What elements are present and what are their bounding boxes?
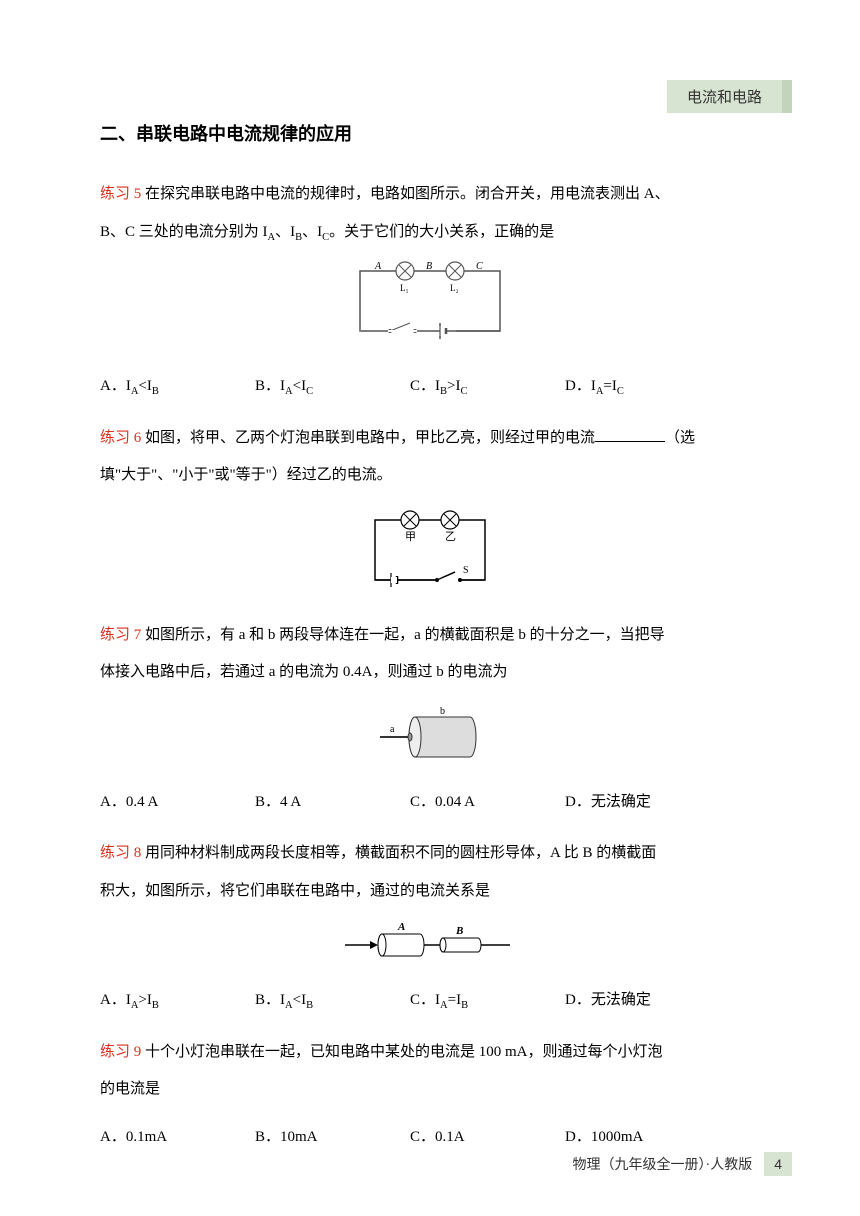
exercise-text: 如图所示，有 a 和 b 两段导体连在一起，a 的横截面积是 b 的十分之一，当… — [145, 627, 665, 643]
exercise-text: 如图，将甲、乙两个灯泡串联到电路中，甲比乙亮，则经过甲的电流 — [145, 430, 595, 446]
exercise-label: 练习 8 — [100, 845, 141, 861]
svg-text:C: C — [476, 261, 483, 272]
svg-text:L₁: L₁ — [400, 283, 409, 293]
svg-text:L₂: L₂ — [450, 283, 459, 293]
exercise-label: 练习 9 — [100, 1044, 141, 1060]
exercise-text: 在探究串联电路中电流的规律时，电路如图所示。闭合开关，用电流表测出 A、 — [145, 186, 670, 202]
svg-text:A: A — [374, 261, 382, 272]
conductor-figure-8: A B — [100, 920, 760, 970]
exercise-text: 用同种材料制成两段长度相等，横截面积不同的圆柱形导体，A 比 B 的横截面 — [145, 845, 656, 861]
exercise-5: 练习 5 在探究串联电路中电流的规律时，电路如图所示。闭合开关，用电流表测出 A… — [100, 176, 760, 251]
options-8: A．IA>IB B．IA<IB C．IA=IB D．无法确定 — [100, 982, 760, 1020]
svg-text:A: A — [397, 921, 405, 933]
exercise-7: 练习 7 如图所示，有 a 和 b 两段导体连在一起，a 的横截面积是 b 的十… — [100, 617, 760, 692]
exercise-text: 积大，如图所示，将它们串联在电路中，通过的电流关系是 — [100, 883, 490, 899]
circuit-figure-5: A B C L₁ L₂ — [100, 261, 760, 356]
options-5: A．IA<IB B．IA<IC C．IB>IC D．IA=IC — [100, 368, 760, 406]
page-footer: 物理（九年级全一册）·人教版 4 — [573, 1152, 792, 1176]
exercise-8: 练习 8 用同种材料制成两段长度相等，横截面积不同的圆柱形导体，A 比 B 的横… — [100, 835, 760, 910]
fill-blank — [595, 427, 665, 442]
exercise-label: 练习 6 — [100, 430, 141, 446]
footer-text: 物理（九年级全一册）·人教版 — [573, 1154, 753, 1174]
svg-text:b: b — [440, 706, 445, 717]
circuit-figure-6: 甲 乙 S — [100, 505, 760, 605]
svg-text:乙: 乙 — [445, 530, 456, 543]
exercise-text: B、C 三处的电流分别为 I — [100, 224, 268, 240]
svg-text:a: a — [390, 724, 395, 735]
svg-text:B: B — [455, 925, 463, 937]
svg-text:B: B — [426, 261, 432, 272]
exercise-label: 练习 7 — [100, 627, 141, 643]
exercise-label: 练习 5 — [100, 186, 141, 202]
exercise-text: 十个小灯泡串联在一起，已知电路中某处的电流是 100 mA，则通过每个小灯泡 — [145, 1044, 663, 1060]
svg-text:S: S — [463, 565, 469, 576]
exercise-6: 练习 6 如图，将甲、乙两个灯泡串联到电路中，甲比乙亮，则经过甲的电流（选 填"… — [100, 420, 760, 495]
options-9: A．0.1mA B．10mA C．0.1A D．1000mA — [100, 1119, 760, 1157]
section-title: 二、串联电路中电流规律的应用 — [100, 120, 760, 146]
exercise-text: 体接入电路中后，若通过 a 的电流为 0.4A，则通过 b 的电流为 — [100, 664, 508, 680]
conductor-figure-7: a b — [100, 702, 760, 772]
exercise-text: 填"大于"、"小于"或"等于"）经过乙的电流。 — [100, 467, 392, 483]
svg-text:甲: 甲 — [405, 531, 416, 543]
chapter-tab: 电流和电路 — [667, 80, 792, 113]
exercise-9: 练习 9 十个小灯泡串联在一起，已知电路中某处的电流是 100 mA，则通过每个… — [100, 1034, 760, 1109]
page-number: 4 — [764, 1152, 792, 1176]
exercise-text: 的电流是 — [100, 1081, 160, 1097]
options-7: A．0.4 A B．4 A C．0.04 A D．无法确定 — [100, 784, 760, 822]
